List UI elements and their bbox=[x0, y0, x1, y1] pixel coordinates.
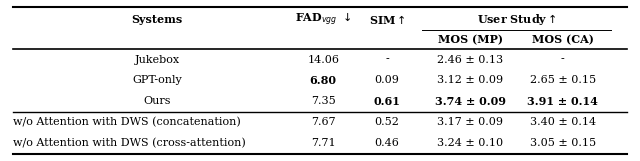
Text: 3.91 ± 0.14: 3.91 ± 0.14 bbox=[527, 96, 598, 107]
Text: Systems: Systems bbox=[132, 14, 183, 25]
Text: 7.35: 7.35 bbox=[311, 96, 335, 106]
Text: 7.71: 7.71 bbox=[311, 138, 335, 148]
Text: MOS (CA): MOS (CA) bbox=[532, 35, 594, 46]
Text: -: - bbox=[385, 55, 389, 65]
Text: 0.46: 0.46 bbox=[374, 138, 399, 148]
Text: SIM$\uparrow$: SIM$\uparrow$ bbox=[369, 13, 405, 26]
Text: 3.74 ± 0.09: 3.74 ± 0.09 bbox=[435, 96, 506, 107]
Text: 3.12 ± 0.09: 3.12 ± 0.09 bbox=[437, 76, 503, 85]
Text: 2.65 ± 0.15: 2.65 ± 0.15 bbox=[530, 76, 596, 85]
Text: 3.40 ± 0.14: 3.40 ± 0.14 bbox=[530, 118, 596, 128]
Text: MOS (MP): MOS (MP) bbox=[438, 35, 502, 46]
Text: User Study$\uparrow$: User Study$\uparrow$ bbox=[477, 12, 556, 27]
Text: 14.06: 14.06 bbox=[307, 55, 339, 65]
Text: 2.46 ± 0.13: 2.46 ± 0.13 bbox=[437, 55, 503, 65]
Text: 3.24 ± 0.10: 3.24 ± 0.10 bbox=[437, 138, 503, 148]
Text: 6.80: 6.80 bbox=[310, 75, 337, 86]
Text: Ours: Ours bbox=[143, 96, 171, 106]
Text: 3.05 ± 0.15: 3.05 ± 0.15 bbox=[530, 138, 596, 148]
Text: GPT-only: GPT-only bbox=[132, 76, 182, 85]
Text: 7.67: 7.67 bbox=[311, 118, 335, 128]
Text: 0.52: 0.52 bbox=[374, 118, 399, 128]
Text: 0.61: 0.61 bbox=[374, 96, 401, 107]
Text: Jukebox: Jukebox bbox=[134, 55, 180, 65]
Text: w/o Attention with DWS (concatenation): w/o Attention with DWS (concatenation) bbox=[13, 117, 241, 128]
Text: 0.09: 0.09 bbox=[374, 76, 399, 85]
Text: -: - bbox=[561, 55, 564, 65]
Text: 3.17 ± 0.09: 3.17 ± 0.09 bbox=[437, 118, 503, 128]
Text: FAD$_{vgg}$ $\downarrow$: FAD$_{vgg}$ $\downarrow$ bbox=[295, 10, 351, 28]
Text: w/o Attention with DWS (cross-attention): w/o Attention with DWS (cross-attention) bbox=[13, 138, 246, 149]
